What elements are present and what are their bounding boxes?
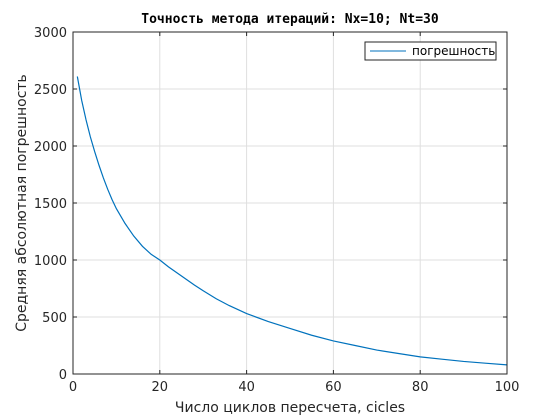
y-tick-label: 500 [42,311,67,326]
x-tick-label: 80 [412,380,429,395]
x-axis-label: Число циклов пересчета, cicles [175,400,405,416]
x-tick-label: 100 [495,380,520,395]
x-tick-label: 40 [238,380,255,395]
y-tick-label: 2500 [34,83,67,98]
x-tick-label: 20 [152,380,169,395]
series-layer [76,76,508,366]
series-line-error [76,76,508,366]
y-tick-label: 1500 [34,197,67,212]
legend: погрешность [364,41,497,61]
y-tick-label: 2000 [34,140,67,155]
y-tick-label: 3000 [34,26,67,41]
x-tick-label: 60 [325,380,342,395]
y-axis-label: Средняя абсолютная погрешность [14,74,30,332]
y-tick-label: 1000 [34,254,67,269]
legend-box [364,41,497,61]
y-tick-label: 0 [59,368,67,383]
chart-title: Точность метода итераций: Nx=10; Nt=30 [141,12,439,27]
legend-label: погрешность [412,44,495,58]
x-tick-label: 0 [69,380,77,395]
